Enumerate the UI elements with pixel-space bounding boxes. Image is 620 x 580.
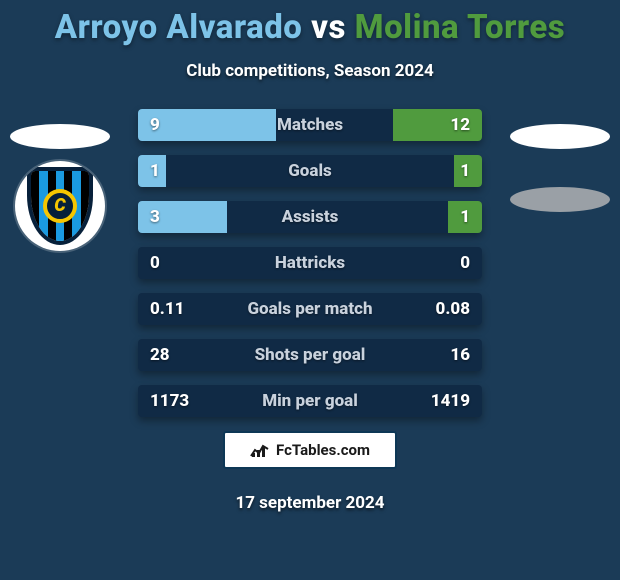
right-player-badges bbox=[510, 124, 610, 212]
stat-label: Min per goal bbox=[138, 385, 482, 417]
brand-chart-icon bbox=[250, 442, 270, 458]
right-flag-ellipse-1 bbox=[510, 124, 610, 149]
title-player1: Arroyo Alvarado bbox=[55, 8, 303, 47]
title-player2: Molina Torres bbox=[355, 8, 566, 47]
crest-shield: C bbox=[27, 167, 93, 245]
comparison-card: Arroyo Alvarado vs Molina Torres Club co… bbox=[0, 0, 620, 580]
stat-label: Shots per goal bbox=[138, 339, 482, 371]
title-vs: vs bbox=[311, 8, 346, 47]
subtitle: Club competitions, Season 2024 bbox=[0, 61, 620, 81]
stat-label: Matches bbox=[138, 109, 482, 141]
left-flag-ellipse bbox=[10, 124, 110, 149]
stat-row: 31Assists bbox=[138, 201, 482, 233]
stat-label: Goals bbox=[138, 155, 482, 187]
stat-bars: 912Matches 11Goals 31Assists 00Hattricks 0.1… bbox=[138, 109, 482, 417]
stat-row: 2816Shots per goal bbox=[138, 339, 482, 371]
brand-badge[interactable]: FcTables.com bbox=[223, 431, 397, 469]
stat-row: 11731419Min per goal bbox=[138, 385, 482, 417]
stat-row: 11Goals bbox=[138, 155, 482, 187]
date-label: 17 september 2024 bbox=[0, 493, 620, 513]
crest-letter: C bbox=[54, 195, 65, 216]
brand-text: FcTables.com bbox=[276, 441, 370, 459]
stat-row: 0.110.08Goals per match bbox=[138, 293, 482, 325]
stat-label: Goals per match bbox=[138, 293, 482, 325]
stat-row: 912Matches bbox=[138, 109, 482, 141]
stat-label: Hattricks bbox=[138, 247, 482, 279]
stat-label: Assists bbox=[138, 201, 482, 233]
left-player-badges: C bbox=[10, 124, 110, 251]
stat-row: 00Hattricks bbox=[138, 247, 482, 279]
page-title: Arroyo Alvarado vs Molina Torres bbox=[0, 8, 620, 47]
right-flag-ellipse-2 bbox=[510, 187, 610, 212]
left-team-crest: C bbox=[15, 161, 105, 251]
